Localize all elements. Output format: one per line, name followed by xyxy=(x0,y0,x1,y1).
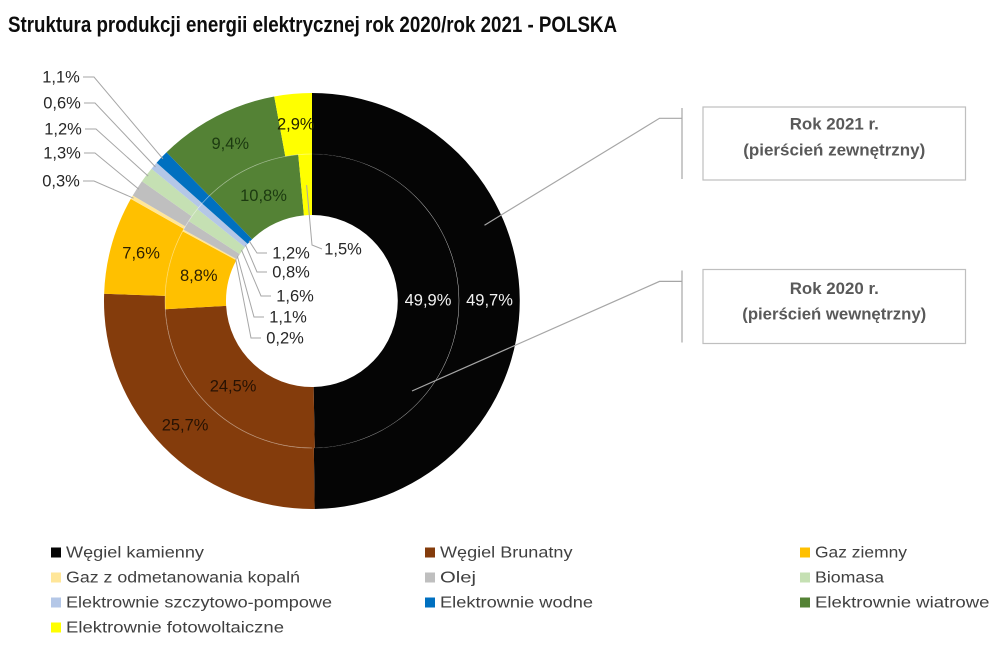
svg-text:Węgiel Brunatny: Węgiel Brunatny xyxy=(440,545,573,562)
svg-text:25,7%: 25,7% xyxy=(162,416,209,434)
svg-text:Elektrownie szczytowo-pompowe: Elektrownie szczytowo-pompowe xyxy=(66,595,332,612)
svg-text:1,5%: 1,5% xyxy=(324,240,362,258)
svg-text:7,6%: 7,6% xyxy=(122,244,160,262)
svg-text:49,9%: 49,9% xyxy=(405,291,452,309)
svg-text:2,9%: 2,9% xyxy=(277,116,315,134)
svg-text:Rok 2020 r.: Rok 2020 r. xyxy=(790,279,879,298)
svg-text:Elektrownie fotowoltaiczne: Elektrownie fotowoltaiczne xyxy=(66,620,284,637)
svg-text:8,8%: 8,8% xyxy=(180,267,218,285)
svg-text:1,1%: 1,1% xyxy=(269,308,307,326)
svg-text:Olej: Olej xyxy=(440,570,476,587)
svg-text:Rok 2021 r.: Rok 2021 r. xyxy=(790,115,879,134)
svg-text:1,3%: 1,3% xyxy=(43,144,81,162)
svg-text:Elektrownie wodne: Elektrownie wodne xyxy=(440,595,593,612)
svg-text:Gaz z odmetanowania kopalń: Gaz z odmetanowania kopalń xyxy=(66,570,300,587)
svg-text:(pierścień zewnętrzny): (pierścień zewnętrzny) xyxy=(743,141,925,160)
svg-text:(pierścień wewnętrzny): (pierścień wewnętrzny) xyxy=(742,305,926,324)
svg-text:Gaz ziemny: Gaz ziemny xyxy=(815,545,907,562)
svg-text:1,2%: 1,2% xyxy=(272,244,310,262)
svg-text:Elektrownie wiatrowe: Elektrownie wiatrowe xyxy=(815,595,990,612)
svg-text:Struktura produkcji energii e: Struktura produkcji energii elektrycznej… xyxy=(8,12,617,37)
svg-text:Biomasa: Biomasa xyxy=(815,570,884,587)
svg-text:10,8%: 10,8% xyxy=(240,187,287,205)
svg-text:1,2%: 1,2% xyxy=(44,120,82,138)
svg-text:0,6%: 0,6% xyxy=(43,94,81,112)
svg-text:0,8%: 0,8% xyxy=(272,263,310,281)
svg-text:0,2%: 0,2% xyxy=(266,329,304,347)
svg-text:49,7%: 49,7% xyxy=(466,291,513,309)
svg-text:0,3%: 0,3% xyxy=(42,172,80,190)
svg-text:Węgiel kamienny: Węgiel kamienny xyxy=(66,545,204,562)
svg-text:9,4%: 9,4% xyxy=(211,135,249,153)
svg-text:1,1%: 1,1% xyxy=(42,68,80,86)
svg-text:1,6%: 1,6% xyxy=(276,287,314,305)
svg-text:24,5%: 24,5% xyxy=(210,377,257,395)
